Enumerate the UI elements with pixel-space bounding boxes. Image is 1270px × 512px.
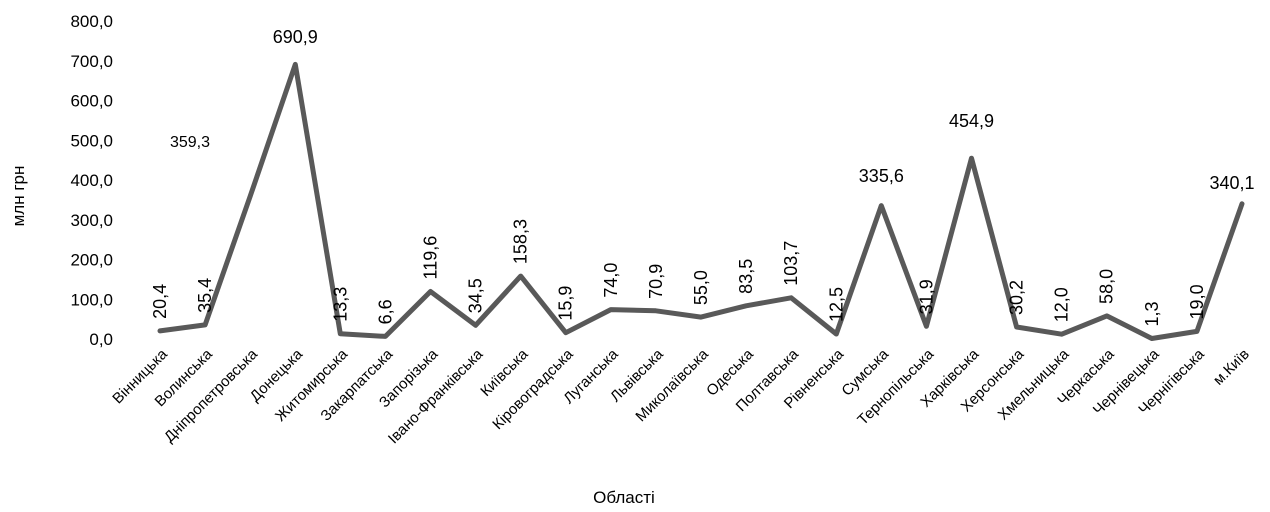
data-point [520,275,522,277]
data-point [204,324,206,326]
data-label: 13,3 [330,287,350,322]
data-label: 31,9 [916,279,936,314]
data-label: 158,3 [511,219,531,264]
data-label: 74,0 [601,263,621,298]
y-tick-label: 500,0 [70,131,113,150]
y-axis-title: млн грн [9,166,28,227]
data-label: 20,4 [150,284,170,319]
data-point [745,305,747,307]
y-tick-label: 800,0 [70,12,113,31]
data-label: 12,0 [1052,287,1072,322]
data-label: 12,5 [826,287,846,322]
y-tick-label: 400,0 [70,171,113,190]
data-label: 30,2 [1007,280,1027,315]
y-tick-label: 700,0 [70,52,113,71]
data-label: 19,0 [1187,284,1207,319]
data-label: 58,0 [1097,269,1117,304]
data-point [384,335,386,337]
y-axis-ticks: 0,0 100,0 200,0 300,0 400,0 500,0 600,0 700,0 80… [70,12,113,349]
data-point [475,324,477,326]
data-point [249,195,251,197]
data-point [339,333,341,335]
data-point [294,63,296,65]
data-label: 70,9 [646,264,666,299]
data-point [565,332,567,334]
data-label: 454,9 [949,111,994,131]
y-tick-label: 600,0 [70,92,113,111]
data-point [880,205,882,207]
x-tick-label: Кіровоградська [489,345,577,433]
data-label: 690,9 [273,27,318,47]
data-label: 119,6 [421,236,441,280]
data-point [159,330,161,332]
y-tick-label: 300,0 [70,211,113,230]
data-point [1061,333,1063,335]
data-point [610,309,612,311]
data-point [835,333,837,335]
data-label: 335,6 [859,166,904,186]
data-point [430,290,431,292]
x-axis-ticks: ВінницькаВолинськаДніпропетровськаДонець… [109,345,1252,447]
data-label: 15,9 [556,286,576,321]
data-label: 55,0 [691,270,711,305]
data-point [971,157,972,159]
data-label: 1,3 [1142,301,1162,326]
data-point [1016,326,1018,328]
data-label: 359,3 [170,134,210,151]
data-point [925,325,927,327]
data-label: 34,5 [466,278,486,313]
data-point [700,316,702,318]
data-point [790,297,792,299]
data-point [1196,330,1198,332]
data-label: 340,1 [1209,173,1254,193]
data-label: 6,6 [375,299,395,324]
data-point [1241,203,1243,205]
x-axis-title: Області [593,488,655,507]
series-line-group [157,61,1245,341]
y-tick-label: 0,0 [89,330,113,349]
data-point [655,310,657,312]
data-labels: 20,4 35,4 359,3 690,9 13,3 6,6 119,6 34,5 158,3 1… [150,27,1255,326]
x-tick-label: м.Київ [1210,346,1253,389]
data-point [1106,315,1108,317]
data-label: 83,5 [736,259,756,294]
y-tick-label: 100,0 [70,290,113,309]
data-label: 35,4 [195,278,215,313]
data-label: 103,7 [781,241,801,286]
y-tick-label: 200,0 [70,251,113,270]
data-point [1151,337,1153,339]
